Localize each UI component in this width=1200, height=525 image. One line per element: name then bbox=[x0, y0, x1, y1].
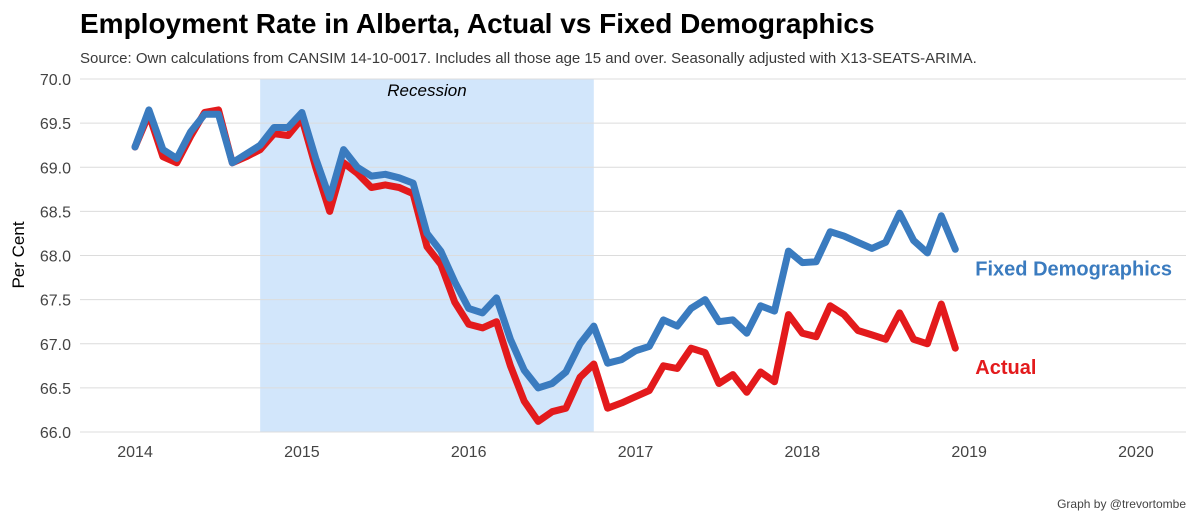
x-tick-label: 2020 bbox=[1118, 444, 1154, 461]
x-tick-label: 2017 bbox=[618, 444, 654, 461]
series-label-fixed-demographics: Fixed Demographics bbox=[975, 258, 1172, 280]
y-tick-label: 68.5 bbox=[40, 204, 71, 221]
gridlines bbox=[80, 78, 1186, 433]
chart-caption: Graph by @trevortombe bbox=[1057, 497, 1186, 511]
x-tick-label: 2019 bbox=[951, 444, 987, 461]
x-axis-ticks: 2014 2015 2016 2017 2018 2019 2020 bbox=[117, 444, 1154, 461]
annotation-recession: Recession bbox=[387, 81, 466, 100]
chart-subtitle: Source: Own calculations from CANSIM 14-… bbox=[80, 50, 977, 67]
y-tick-label: 70.0 bbox=[40, 72, 71, 89]
series-line-fixed-demographics bbox=[131, 106, 959, 392]
series-label-actual: Actual bbox=[975, 357, 1036, 379]
y-axis-label: Per Cent bbox=[9, 221, 28, 288]
x-tick-label: 2014 bbox=[117, 444, 153, 461]
series-line-actual bbox=[131, 106, 959, 425]
y-tick-label: 66.5 bbox=[40, 381, 71, 398]
x-tick-label: 2018 bbox=[785, 444, 821, 461]
series-labels: Actual Fixed Demographics bbox=[975, 258, 1172, 379]
y-axis-ticks: 66.0 66.5 67.0 67.5 68.0 68.5 69.0 69.5 70.0 bbox=[40, 72, 71, 442]
series-lines bbox=[131, 106, 959, 425]
chart-title: Employment Rate in Alberta, Actual vs Fi… bbox=[80, 8, 875, 39]
y-tick-label: 67.0 bbox=[40, 337, 71, 354]
y-tick-label: 69.5 bbox=[40, 116, 71, 133]
y-tick-label: 67.5 bbox=[40, 293, 71, 310]
y-tick-label: 68.0 bbox=[40, 249, 71, 266]
y-tick-label: 66.0 bbox=[40, 425, 71, 442]
x-tick-label: 2016 bbox=[451, 444, 487, 461]
x-tick-label: 2015 bbox=[284, 444, 320, 461]
y-tick-label: 69.0 bbox=[40, 160, 71, 177]
